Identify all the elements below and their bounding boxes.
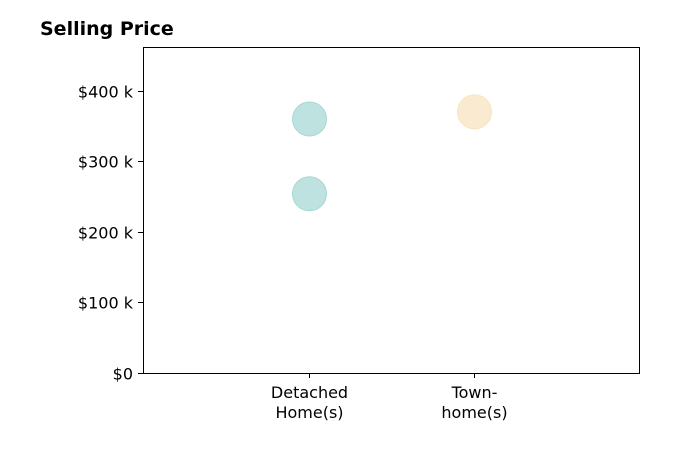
chart-title: Selling Price — [40, 18, 174, 40]
x-tick-label: home(s) — [441, 403, 507, 422]
y-tick-label: $400 k — [78, 83, 134, 102]
x-tick-label: Town- — [451, 383, 498, 402]
y-tick-label: $300 k — [78, 153, 134, 172]
plot-area — [143, 47, 640, 374]
data-point — [292, 101, 327, 137]
y-tick-label: $0 — [113, 365, 133, 384]
y-axis: $0 $100 k $200 k $300 k $400 k — [78, 83, 143, 384]
y-tick-label: $100 k — [78, 294, 134, 313]
data-point — [292, 176, 327, 212]
data-point — [457, 94, 492, 130]
x-tick-label: Detached — [271, 383, 348, 402]
data-points — [292, 94, 492, 212]
x-tick-label: Home(s) — [275, 403, 343, 422]
y-tick-label: $200 k — [78, 224, 134, 243]
